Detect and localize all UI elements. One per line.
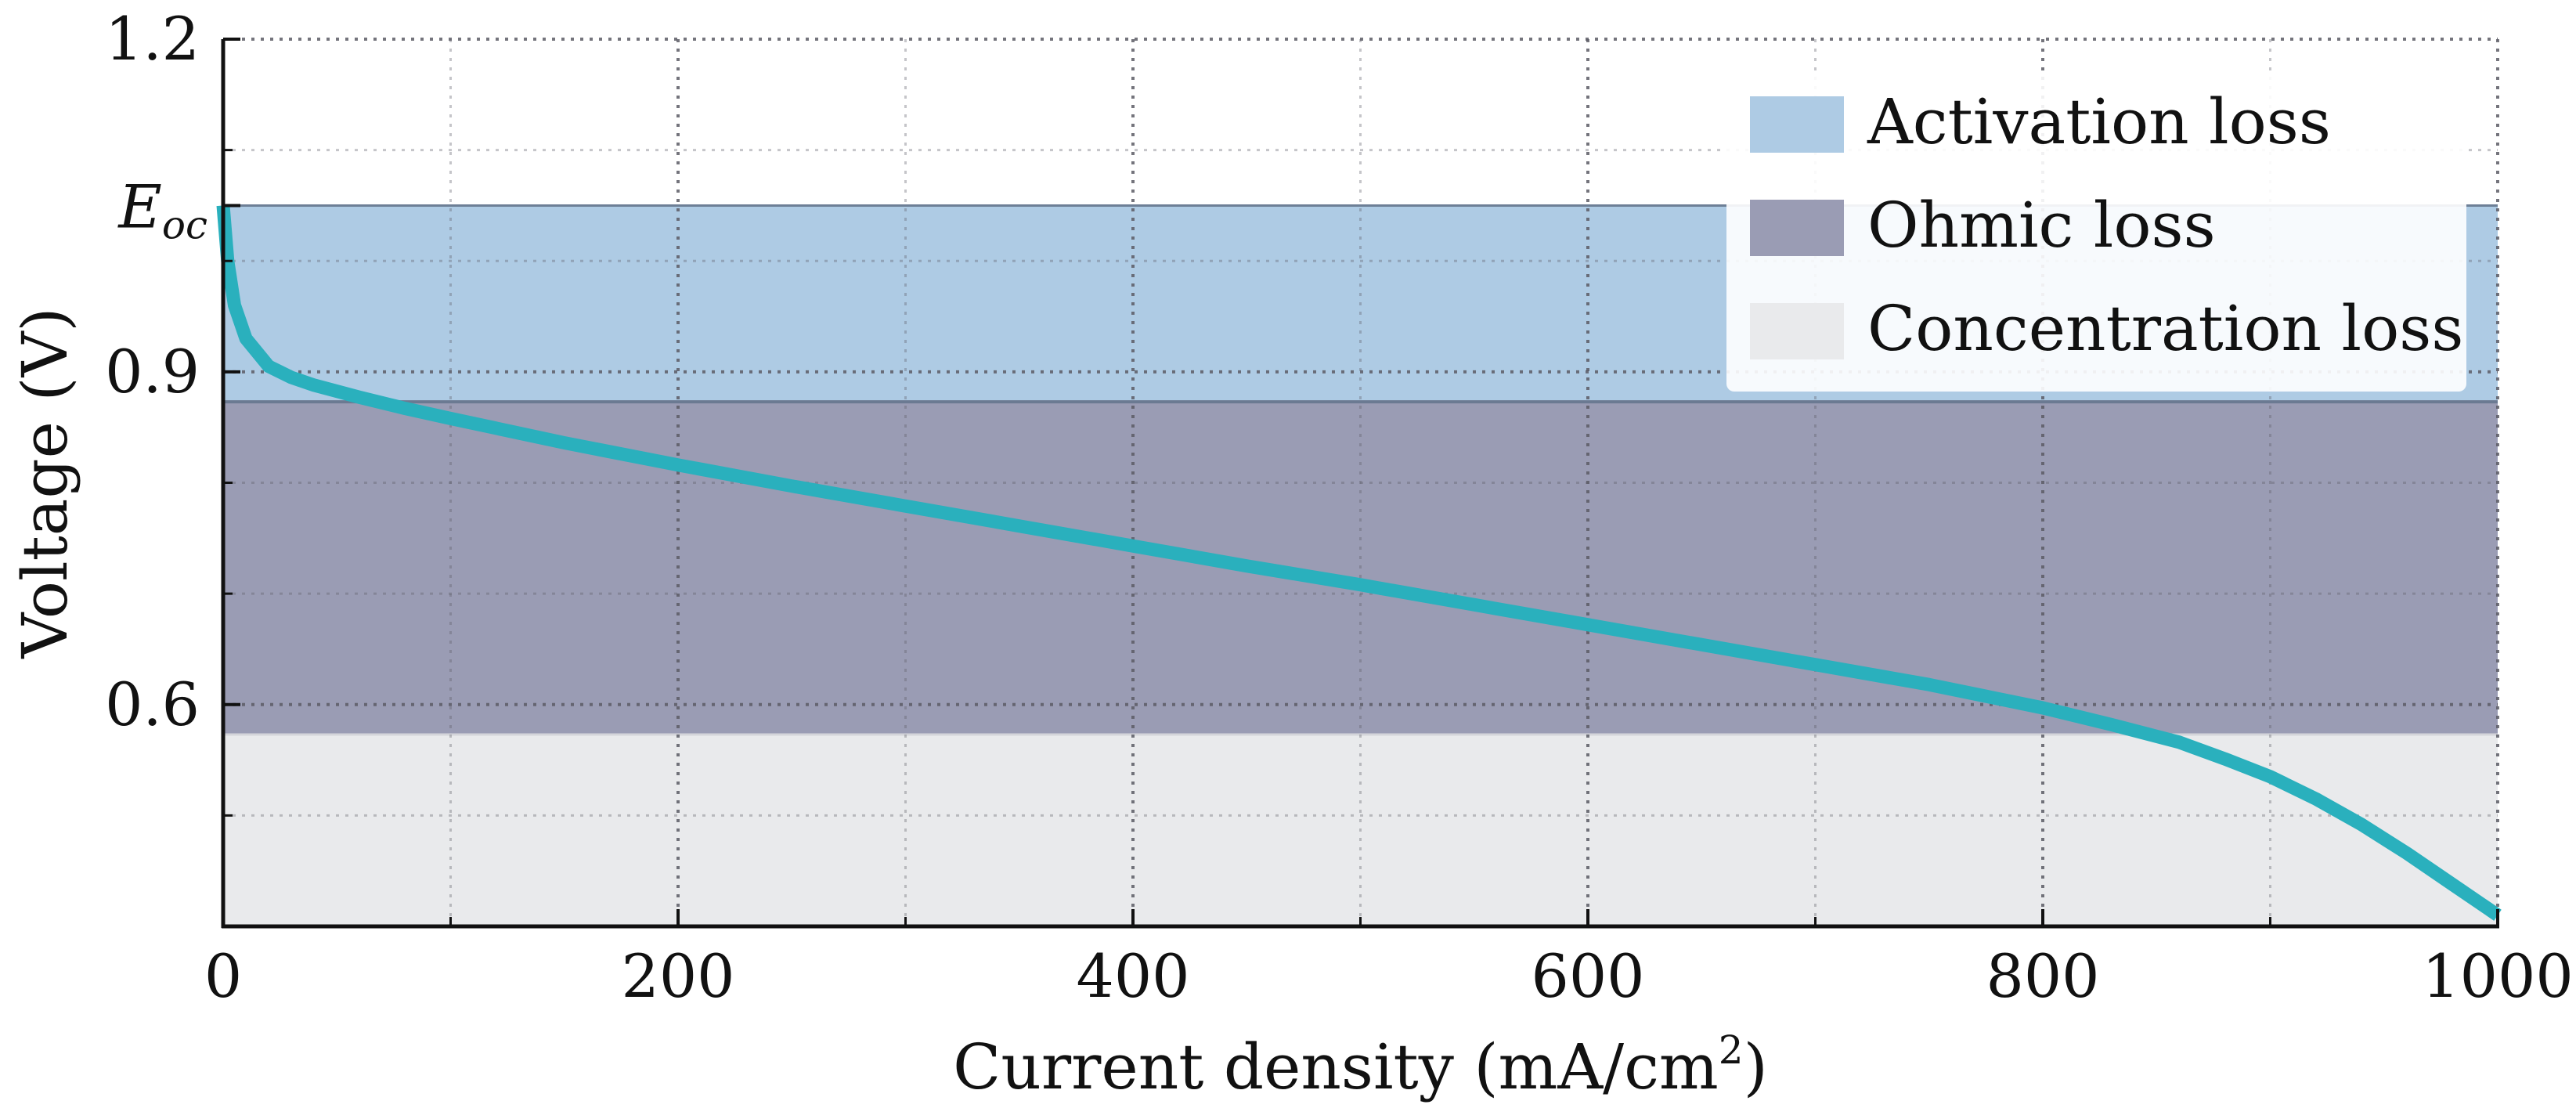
legend-swatch-2	[1750, 303, 1844, 359]
legend-swatch-1	[1750, 200, 1844, 256]
series-line-0	[216, 204, 2502, 921]
grid-lines	[223, 38, 2499, 926]
x-tick-label: 800	[1986, 941, 2099, 1011]
x-tick-label: 200	[621, 941, 734, 1011]
eoc-tick-label: Eoc	[117, 171, 207, 247]
x-tick-label: 400	[1076, 941, 1189, 1011]
y-tick-label: 1.2	[105, 4, 200, 74]
legend: Activation loss Ohmic loss Concentration l…	[1726, 74, 2466, 392]
legend-box	[1726, 74, 2466, 392]
x-tick-label: 1000	[2422, 941, 2573, 1011]
region-2	[223, 734, 2498, 926]
legend-label-1: Ohmic loss	[1867, 189, 2216, 262]
region-1	[223, 402, 2498, 735]
y-tick-label: 0.6	[105, 670, 200, 739]
y-tick-label: 0.9	[105, 337, 200, 406]
x-tick-label: 600	[1531, 941, 1644, 1011]
legend-label-0: Activation loss	[1867, 85, 2331, 158]
x-tick-label: 0	[204, 941, 242, 1011]
axis-ticks: 0 200 400 600 800 1000 0.6 0.9 1.2	[105, 4, 2574, 1011]
x-axis-label: Current density (mA/cm2)	[953, 1027, 1768, 1103]
legend-label-2: Concentration loss	[1867, 292, 2463, 365]
y-axis-label: Voltage (V)	[9, 307, 81, 659]
legend-swatch-0	[1750, 96, 1844, 153]
